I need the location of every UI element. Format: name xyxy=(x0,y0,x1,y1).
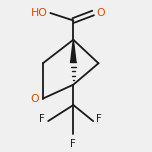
Text: HO: HO xyxy=(31,8,48,18)
Text: F: F xyxy=(39,114,45,124)
Polygon shape xyxy=(71,40,76,62)
Text: F: F xyxy=(70,139,76,149)
Text: O: O xyxy=(96,8,105,18)
Text: O: O xyxy=(30,94,39,104)
Text: F: F xyxy=(96,114,102,124)
